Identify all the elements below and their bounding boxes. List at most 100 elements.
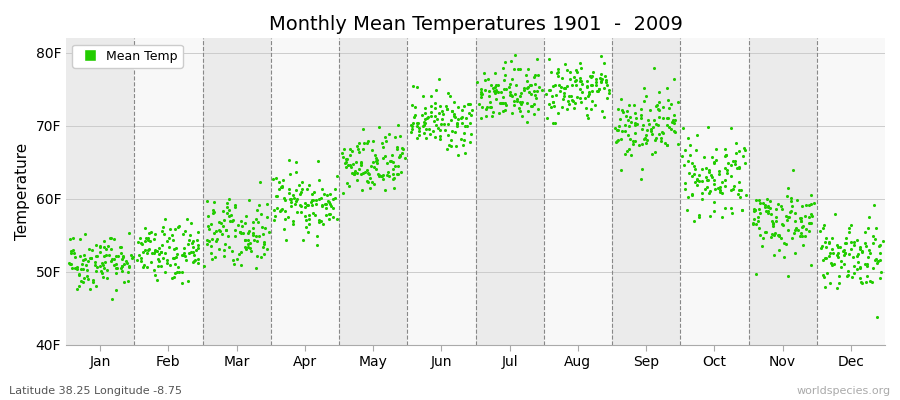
Point <box>482 104 497 110</box>
Point <box>713 184 727 190</box>
Point <box>503 80 517 87</box>
Point <box>609 138 624 144</box>
Point <box>824 280 838 286</box>
Point <box>300 202 314 208</box>
Point <box>256 239 271 245</box>
Point <box>254 210 268 217</box>
Point <box>862 246 877 253</box>
Point <box>487 88 501 94</box>
Point <box>202 213 216 220</box>
Point <box>64 261 78 267</box>
Point <box>479 106 493 112</box>
Point <box>104 258 118 264</box>
Point <box>572 78 587 84</box>
Point <box>833 263 848 270</box>
Point <box>872 250 886 256</box>
Point <box>589 82 603 88</box>
Point <box>302 212 317 218</box>
Point <box>747 208 761 214</box>
Point <box>735 207 750 214</box>
Point <box>719 152 733 159</box>
Point <box>660 122 674 128</box>
Point <box>473 86 488 92</box>
Point <box>544 93 559 99</box>
Point <box>861 254 876 260</box>
Point <box>82 246 96 252</box>
Point <box>151 251 166 257</box>
Point <box>170 250 184 257</box>
Point <box>376 172 391 178</box>
Point <box>365 179 380 185</box>
Point <box>687 171 701 178</box>
Point <box>837 252 851 258</box>
Point <box>222 218 237 224</box>
Point <box>421 114 436 120</box>
Point <box>488 83 502 90</box>
Point <box>147 236 161 242</box>
Point <box>585 88 599 95</box>
Point <box>664 101 679 107</box>
Point <box>804 220 818 226</box>
Point <box>284 196 298 202</box>
Point <box>833 244 848 250</box>
Point <box>688 147 703 153</box>
Point <box>514 101 528 108</box>
Point <box>319 200 333 207</box>
Point <box>707 186 722 192</box>
Point <box>493 89 508 96</box>
Point <box>96 262 111 268</box>
Point <box>752 197 766 203</box>
Point <box>177 228 192 234</box>
Point <box>781 185 796 191</box>
Point <box>445 116 459 123</box>
Point <box>410 135 424 141</box>
Point <box>620 132 634 139</box>
Point <box>598 114 612 120</box>
Point <box>614 136 628 143</box>
Point <box>503 92 517 98</box>
Point <box>299 223 313 230</box>
Point <box>285 192 300 198</box>
Point <box>488 70 502 76</box>
Point <box>68 254 82 260</box>
Point <box>274 184 288 190</box>
Point <box>819 244 833 251</box>
Point <box>614 167 628 173</box>
Point <box>140 264 155 271</box>
Point <box>842 229 856 235</box>
Point <box>685 192 699 198</box>
Point <box>873 269 887 275</box>
Point <box>778 212 793 219</box>
Point <box>724 125 738 131</box>
Point <box>591 88 606 94</box>
Point <box>644 126 658 132</box>
Point <box>253 179 267 185</box>
Point <box>551 73 565 79</box>
Point <box>542 101 556 107</box>
Point <box>699 177 714 183</box>
Point <box>504 92 518 99</box>
Point <box>428 113 442 120</box>
Point <box>612 123 626 130</box>
Point <box>622 102 636 108</box>
Point <box>738 160 752 166</box>
Point <box>76 266 91 273</box>
Point <box>585 73 599 80</box>
Point <box>451 152 465 158</box>
Point <box>549 92 563 98</box>
Point <box>717 164 732 171</box>
Point <box>752 224 766 231</box>
Point <box>89 242 104 248</box>
Point <box>386 166 400 172</box>
Point <box>706 181 721 187</box>
Point <box>292 201 307 208</box>
Point <box>876 237 890 244</box>
Point <box>328 186 342 192</box>
Point <box>140 250 154 256</box>
Point <box>498 77 512 83</box>
Point <box>568 100 582 106</box>
Point <box>382 157 397 164</box>
Point <box>836 247 850 254</box>
Point <box>220 210 234 216</box>
Point <box>508 91 522 98</box>
